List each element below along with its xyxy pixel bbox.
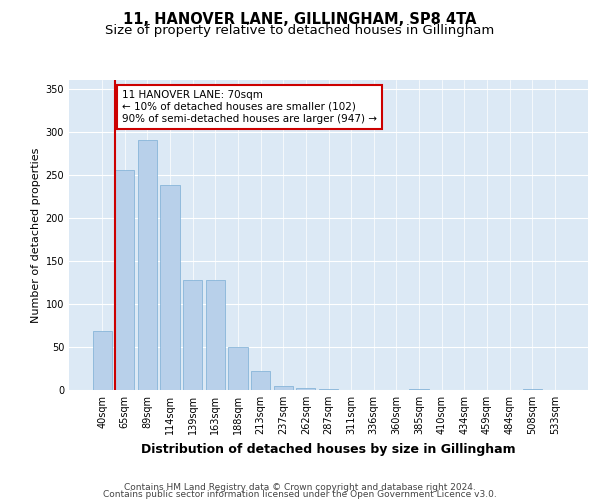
Bar	[229, 347, 248, 390]
Bar	[160, 185, 180, 390]
Text: Size of property relative to detached houses in Gillingham: Size of property relative to detached ho…	[106, 24, 494, 37]
Bar	[319, 389, 338, 390]
X-axis label: Distribution of detached houses by size in Gillingham: Distribution of detached houses by size …	[141, 442, 516, 456]
Bar	[92, 332, 112, 390]
Text: 11 HANOVER LANE: 70sqm
← 10% of detached houses are smaller (102)
90% of semi-de: 11 HANOVER LANE: 70sqm ← 10% of detached…	[122, 90, 377, 124]
Bar	[251, 371, 270, 390]
Bar	[409, 389, 428, 390]
Bar	[296, 388, 316, 390]
Text: 11, HANOVER LANE, GILLINGHAM, SP8 4TA: 11, HANOVER LANE, GILLINGHAM, SP8 4TA	[123, 12, 477, 28]
Text: Contains HM Land Registry data © Crown copyright and database right 2024.: Contains HM Land Registry data © Crown c…	[124, 484, 476, 492]
Y-axis label: Number of detached properties: Number of detached properties	[31, 148, 41, 322]
Bar	[523, 389, 542, 390]
Bar	[115, 170, 134, 390]
Bar	[138, 140, 157, 390]
Bar	[183, 280, 202, 390]
Text: Contains public sector information licensed under the Open Government Licence v3: Contains public sector information licen…	[103, 490, 497, 499]
Bar	[206, 280, 225, 390]
Bar	[274, 386, 293, 390]
